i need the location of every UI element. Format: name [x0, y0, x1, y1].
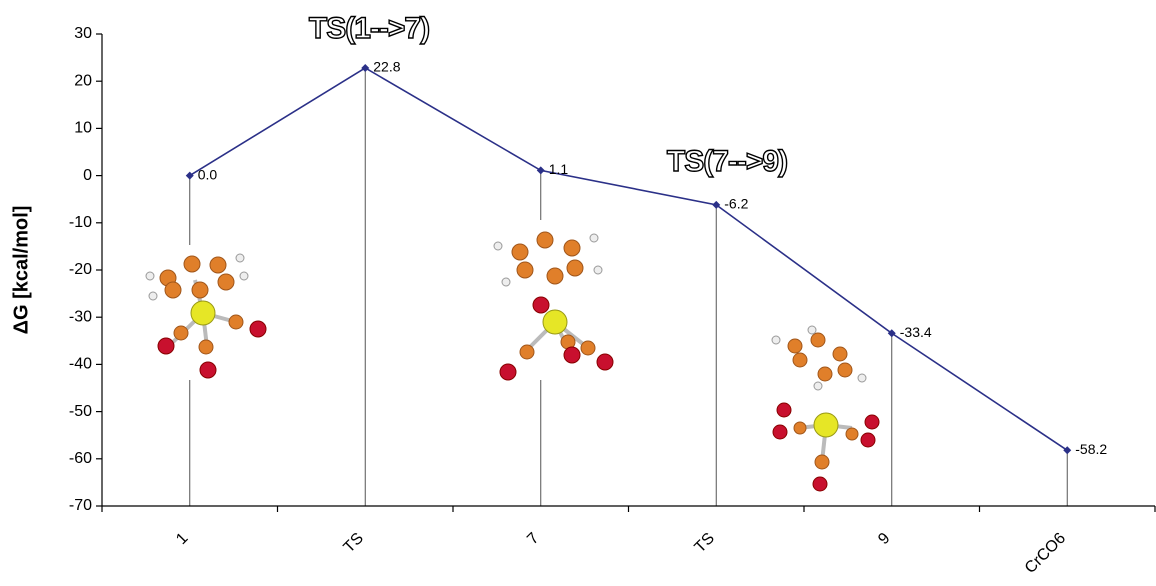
y-tick-label: -20 [69, 261, 92, 278]
y-tick-label: -70 [69, 497, 92, 514]
x-tick-label: TS [341, 530, 367, 556]
data-label: 0.0 [198, 166, 218, 182]
data-label: 22.8 [373, 59, 400, 75]
molecule-illustration [490, 220, 620, 380]
x-tick-label: 9 [875, 530, 893, 548]
data-label: -6.2 [724, 196, 748, 212]
y-tick-label: 0 [83, 167, 92, 184]
x-tick-label: 1 [173, 530, 191, 548]
y-tick-label: 10 [74, 120, 92, 137]
data-point [186, 172, 194, 180]
chart: ΔG [kcal/mol] -70 -60 -50 -40 -30 -20 -10 0 10 20… [0, 0, 1156, 586]
y-tick-label: -10 [69, 214, 92, 231]
y-axis-label: ΔG [kcal/mol] [10, 206, 32, 335]
molecule-illustration [140, 245, 270, 380]
y-tick-label: 30 [74, 25, 92, 42]
molecule-illustration [772, 326, 879, 491]
data-label: -33.4 [900, 324, 932, 340]
y-tick-label: -40 [69, 356, 92, 373]
y-tick-label: 20 [74, 72, 92, 89]
x-tick-label: CrCO6 [1022, 530, 1069, 577]
data-line [190, 68, 1068, 450]
data-label: 1.1 [549, 161, 569, 177]
x-tick-label: 7 [524, 530, 542, 548]
data-point [537, 166, 545, 174]
y-tick-label: -30 [69, 308, 92, 325]
y-tick-label: -60 [69, 450, 92, 467]
x-tick-label: TS [692, 530, 718, 556]
annotation: TS(7-->9) [667, 145, 787, 178]
annotation: TS(1-->7) [309, 12, 429, 45]
data-label: -58.2 [1075, 441, 1107, 457]
data-point [361, 64, 369, 72]
drop-lines [190, 68, 1068, 506]
y-tick-label: -50 [69, 403, 92, 420]
